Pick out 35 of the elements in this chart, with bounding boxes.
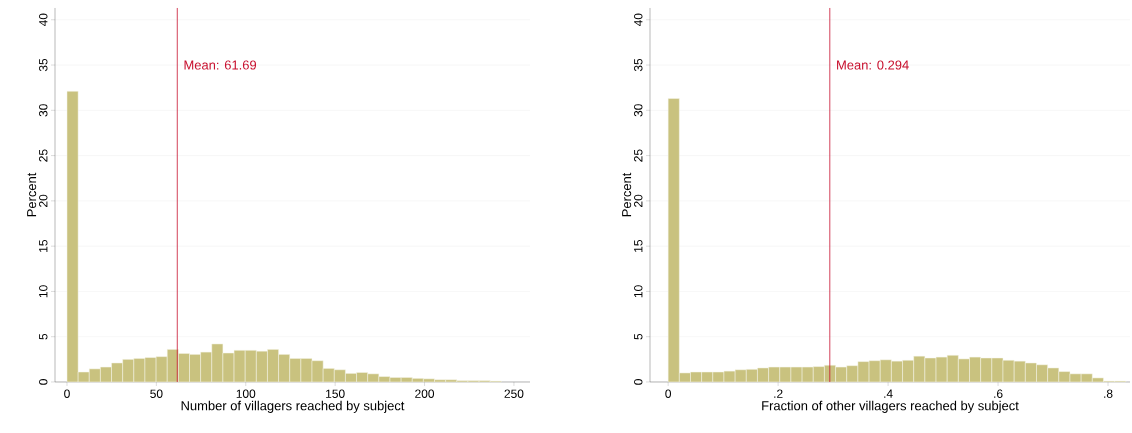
x-axis-title: Fraction of other villagers reached by subject bbox=[762, 400, 1019, 413]
y-tick-label: 20 bbox=[39, 194, 48, 207]
x-tick-label: .6 bbox=[994, 389, 1003, 398]
y-tick-label: 30 bbox=[634, 104, 643, 117]
y-tick-label: 5 bbox=[634, 333, 643, 340]
y-tick-label: 25 bbox=[39, 149, 48, 162]
y-tick-label: 0 bbox=[634, 379, 643, 385]
x-tick-label: .8 bbox=[1104, 389, 1113, 398]
y-tick-label: 35 bbox=[39, 58, 48, 72]
y-tick-label: 35 bbox=[634, 58, 643, 72]
y-tick-label: 5 bbox=[39, 333, 48, 340]
x-tick-label: 250 bbox=[504, 389, 524, 398]
y-tick-label: 15 bbox=[634, 240, 643, 252]
x-tick-label: .2 bbox=[774, 389, 783, 398]
y-tick-label: 30 bbox=[39, 104, 48, 117]
x-axis-title: Number of villagers reached by subject bbox=[181, 400, 405, 413]
y-tick-label: 40 bbox=[39, 13, 48, 27]
y-tick-label: 20 bbox=[634, 194, 643, 207]
x-tick-label: 150 bbox=[326, 389, 345, 398]
y-axis-title: Percent bbox=[622, 172, 632, 217]
y-tick-label: 0 bbox=[39, 379, 48, 385]
y-tick-label: 15 bbox=[39, 240, 48, 252]
y-axis-title: Percent bbox=[27, 172, 37, 217]
ref-line-label: Mean: 0.294 bbox=[837, 60, 909, 70]
y-tick-label: 25 bbox=[634, 149, 643, 162]
x-tick-label: .4 bbox=[884, 389, 893, 398]
x-tick-label: 200 bbox=[415, 389, 435, 398]
x-tick-label: 0 bbox=[64, 389, 70, 398]
y-tick-label: 40 bbox=[634, 13, 643, 27]
x-tick-label: 100 bbox=[236, 389, 256, 398]
x-tick-label: 0 bbox=[665, 389, 672, 398]
y-tick-label: 10 bbox=[634, 285, 643, 298]
y-tick-label: 10 bbox=[39, 285, 48, 298]
ref-line-label: Mean: 61.69 bbox=[184, 60, 257, 70]
x-tick-label: 50 bbox=[150, 389, 163, 398]
